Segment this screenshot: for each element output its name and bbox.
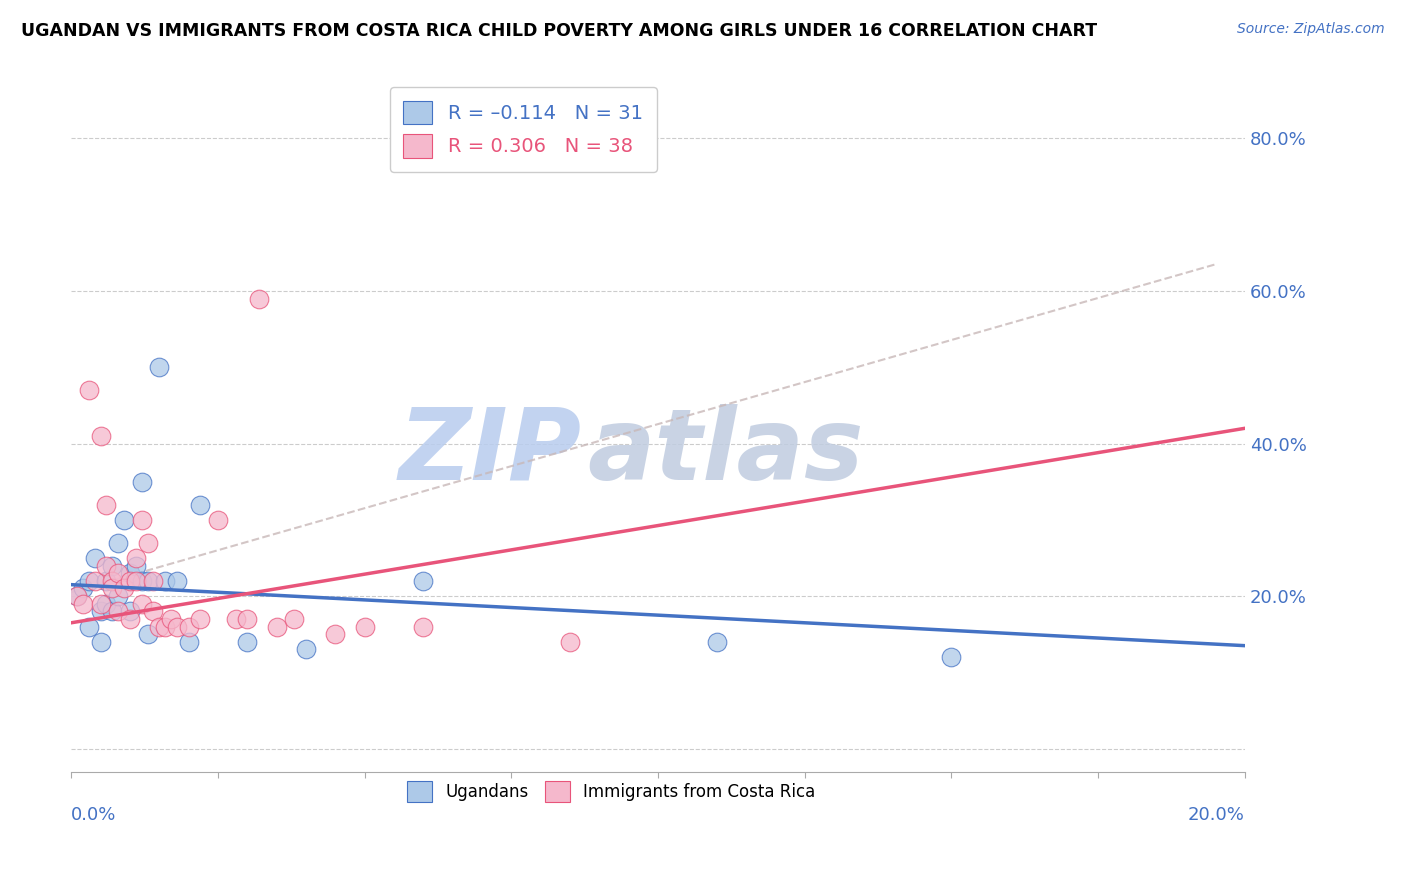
Point (83, 551, 105, 566)
Text: Source: ZipAtlas.com: Source: ZipAtlas.com (1237, 22, 1385, 37)
Point (160, 612, 183, 626)
Text: 20.0%: 20.0% (1188, 805, 1244, 824)
Point (166, 574, 188, 588)
Point (90, 635, 112, 649)
Point (177, 619, 200, 633)
Point (412, 574, 434, 588)
Point (148, 619, 170, 633)
Point (72, 582, 94, 596)
Point (266, 619, 288, 633)
Point (188, 498, 211, 512)
Text: ZIP: ZIP (399, 404, 582, 500)
Point (96, 558, 118, 573)
Text: UGANDAN VS IMMIGRANTS FROM COSTA RICA CHILD POVERTY AMONG GIRLS UNDER 16 CORRELA: UGANDAN VS IMMIGRANTS FROM COSTA RICA CH… (21, 22, 1097, 40)
Point (101, 582, 124, 596)
Point (188, 612, 211, 626)
Point (83, 574, 105, 588)
Point (236, 612, 259, 626)
Point (125, 574, 148, 588)
Point (77, 383, 100, 397)
Point (90, 604, 112, 618)
Point (107, 566, 129, 581)
Point (118, 566, 141, 581)
Point (118, 604, 141, 618)
Point (112, 513, 135, 527)
Point (153, 574, 176, 588)
Point (90, 597, 112, 611)
Point (101, 558, 124, 573)
Text: atlas: atlas (588, 404, 865, 500)
Point (112, 582, 135, 596)
Point (353, 619, 375, 633)
Point (177, 635, 200, 649)
Point (131, 513, 153, 527)
Legend: Ugandans, Immigrants from Costa Rica: Ugandans, Immigrants from Costa Rica (401, 774, 823, 808)
Point (136, 574, 159, 588)
Point (77, 574, 100, 588)
Point (247, 292, 270, 306)
Point (101, 604, 124, 618)
Point (706, 635, 728, 649)
Point (96, 498, 118, 512)
Point (125, 558, 148, 573)
Point (136, 627, 159, 641)
Point (107, 604, 129, 618)
Point (90, 429, 112, 443)
Point (166, 619, 188, 633)
Point (101, 574, 124, 588)
Text: 0.0%: 0.0% (72, 805, 117, 824)
Point (96, 574, 118, 588)
Point (225, 612, 247, 626)
Point (131, 475, 153, 489)
Point (236, 635, 259, 649)
Point (66, 589, 89, 603)
Point (131, 574, 153, 588)
Point (118, 612, 141, 626)
Point (153, 619, 176, 633)
Point (148, 360, 170, 375)
Point (107, 589, 129, 603)
Point (131, 597, 153, 611)
Point (207, 513, 229, 527)
Point (412, 619, 434, 633)
Point (323, 627, 346, 641)
Point (941, 650, 963, 665)
Point (107, 535, 129, 549)
Point (72, 597, 94, 611)
Point (558, 635, 581, 649)
Point (142, 574, 165, 588)
Point (295, 642, 318, 657)
Point (66, 589, 89, 603)
Point (136, 535, 159, 549)
Point (77, 619, 100, 633)
Point (142, 604, 165, 618)
Point (118, 574, 141, 588)
Point (283, 612, 305, 626)
Point (96, 597, 118, 611)
Point (125, 551, 148, 566)
